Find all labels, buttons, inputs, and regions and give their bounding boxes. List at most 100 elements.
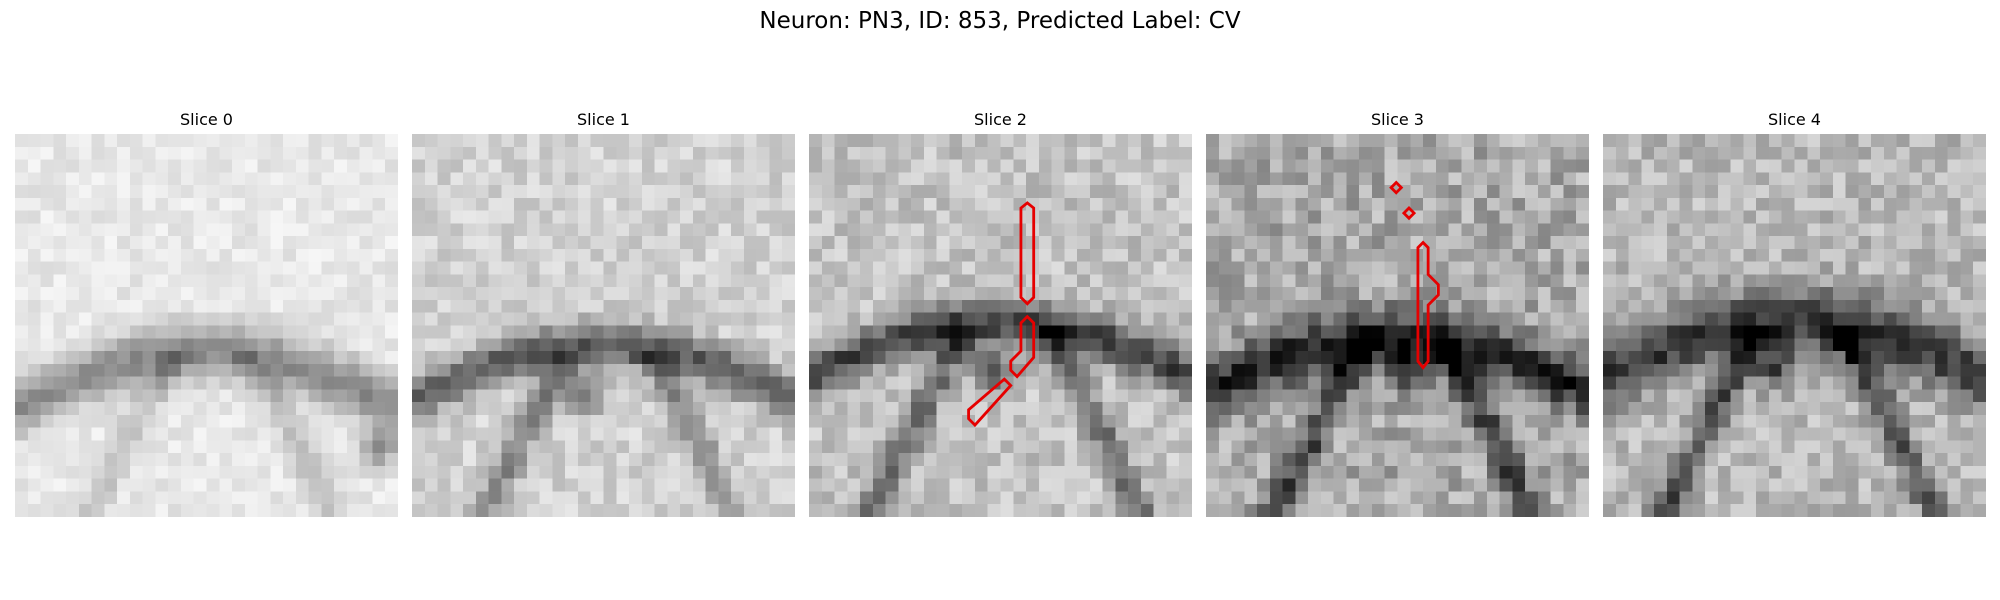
pixel (1231, 261, 1245, 275)
pixel (743, 363, 757, 377)
pixel (1934, 172, 1948, 186)
pixel (1244, 491, 1258, 505)
pixel (526, 478, 540, 492)
pixel (1218, 427, 1232, 441)
pixel (1717, 325, 1731, 339)
pixel (1909, 427, 1923, 441)
pixel (283, 491, 297, 505)
pixel (962, 159, 976, 173)
pixel (641, 414, 655, 428)
pixel (91, 146, 105, 160)
pixel (974, 414, 988, 428)
pixel (949, 159, 963, 173)
pixel (1628, 185, 1642, 199)
pixel (475, 504, 489, 517)
pixel (1871, 312, 1885, 326)
pixel (1218, 465, 1232, 479)
pixel (1717, 261, 1731, 275)
pixel (501, 248, 515, 262)
pixel (1537, 465, 1551, 479)
pixel (168, 248, 182, 262)
pixel (1371, 299, 1385, 313)
pixel (1000, 261, 1014, 275)
pixel (1909, 146, 1923, 160)
pixel (1947, 223, 1961, 237)
pixel (257, 287, 271, 301)
pixel (782, 389, 795, 403)
pixel (1448, 491, 1462, 505)
pixel (1295, 236, 1309, 250)
pixel (244, 287, 258, 301)
pixel (565, 440, 579, 454)
pixel (1820, 427, 1834, 441)
pixel (860, 172, 874, 186)
pixel (1423, 389, 1437, 403)
pixel (232, 197, 246, 211)
pixel (475, 325, 489, 339)
pixel (412, 287, 426, 301)
pixel (129, 274, 143, 288)
pixel (1730, 312, 1744, 326)
pixel (501, 274, 515, 288)
pixel (1397, 159, 1411, 173)
pixel (1883, 197, 1897, 211)
pixel (1038, 465, 1052, 479)
pixel (1038, 185, 1052, 199)
pixel (168, 299, 182, 313)
pixel (654, 453, 668, 467)
pixel (1102, 453, 1116, 467)
pixel (385, 134, 398, 148)
pixel (1705, 389, 1719, 403)
pixel (1705, 351, 1719, 365)
pixel (1448, 236, 1462, 250)
pixel (731, 504, 745, 517)
pixel (1845, 185, 1859, 199)
pixel (782, 134, 795, 148)
pixel (1934, 134, 1948, 148)
pixel (1603, 223, 1617, 237)
pixel (847, 376, 861, 390)
pixel (872, 185, 886, 199)
pixel (1832, 440, 1846, 454)
pixel (1013, 299, 1027, 313)
pixel (1474, 465, 1488, 479)
pixel (1333, 376, 1347, 390)
pixel (1308, 325, 1322, 339)
pixel (565, 491, 579, 505)
pixel (27, 453, 41, 467)
pixel (654, 287, 668, 301)
pixel (782, 376, 795, 390)
pixel (1166, 248, 1180, 262)
pixel (1244, 159, 1258, 173)
pixel (731, 236, 745, 250)
pixel (1576, 274, 1589, 288)
pixel (463, 223, 477, 237)
pixel (949, 236, 963, 250)
pixel (565, 134, 579, 148)
pixel (680, 351, 694, 365)
pixel (180, 453, 194, 467)
pixel (1346, 134, 1360, 148)
pixel (923, 491, 937, 505)
pixel (590, 338, 604, 352)
pixel (1257, 134, 1271, 148)
pixel (1896, 312, 1910, 326)
pixel (1781, 389, 1795, 403)
pixel (962, 440, 976, 454)
pixel (1768, 389, 1782, 403)
pixel (743, 414, 757, 428)
pixel (346, 223, 360, 237)
pixel (1922, 223, 1936, 237)
pixel (1794, 427, 1808, 441)
pixel (539, 134, 553, 148)
pixel (1563, 389, 1577, 403)
pixel (590, 185, 604, 199)
pixel (834, 210, 848, 224)
pixel (232, 376, 246, 390)
pixel (308, 185, 322, 199)
pixel (1960, 197, 1974, 211)
pixel (1794, 197, 1808, 211)
pixel (1461, 465, 1475, 479)
pixel (1461, 299, 1475, 313)
pixel (334, 402, 348, 416)
